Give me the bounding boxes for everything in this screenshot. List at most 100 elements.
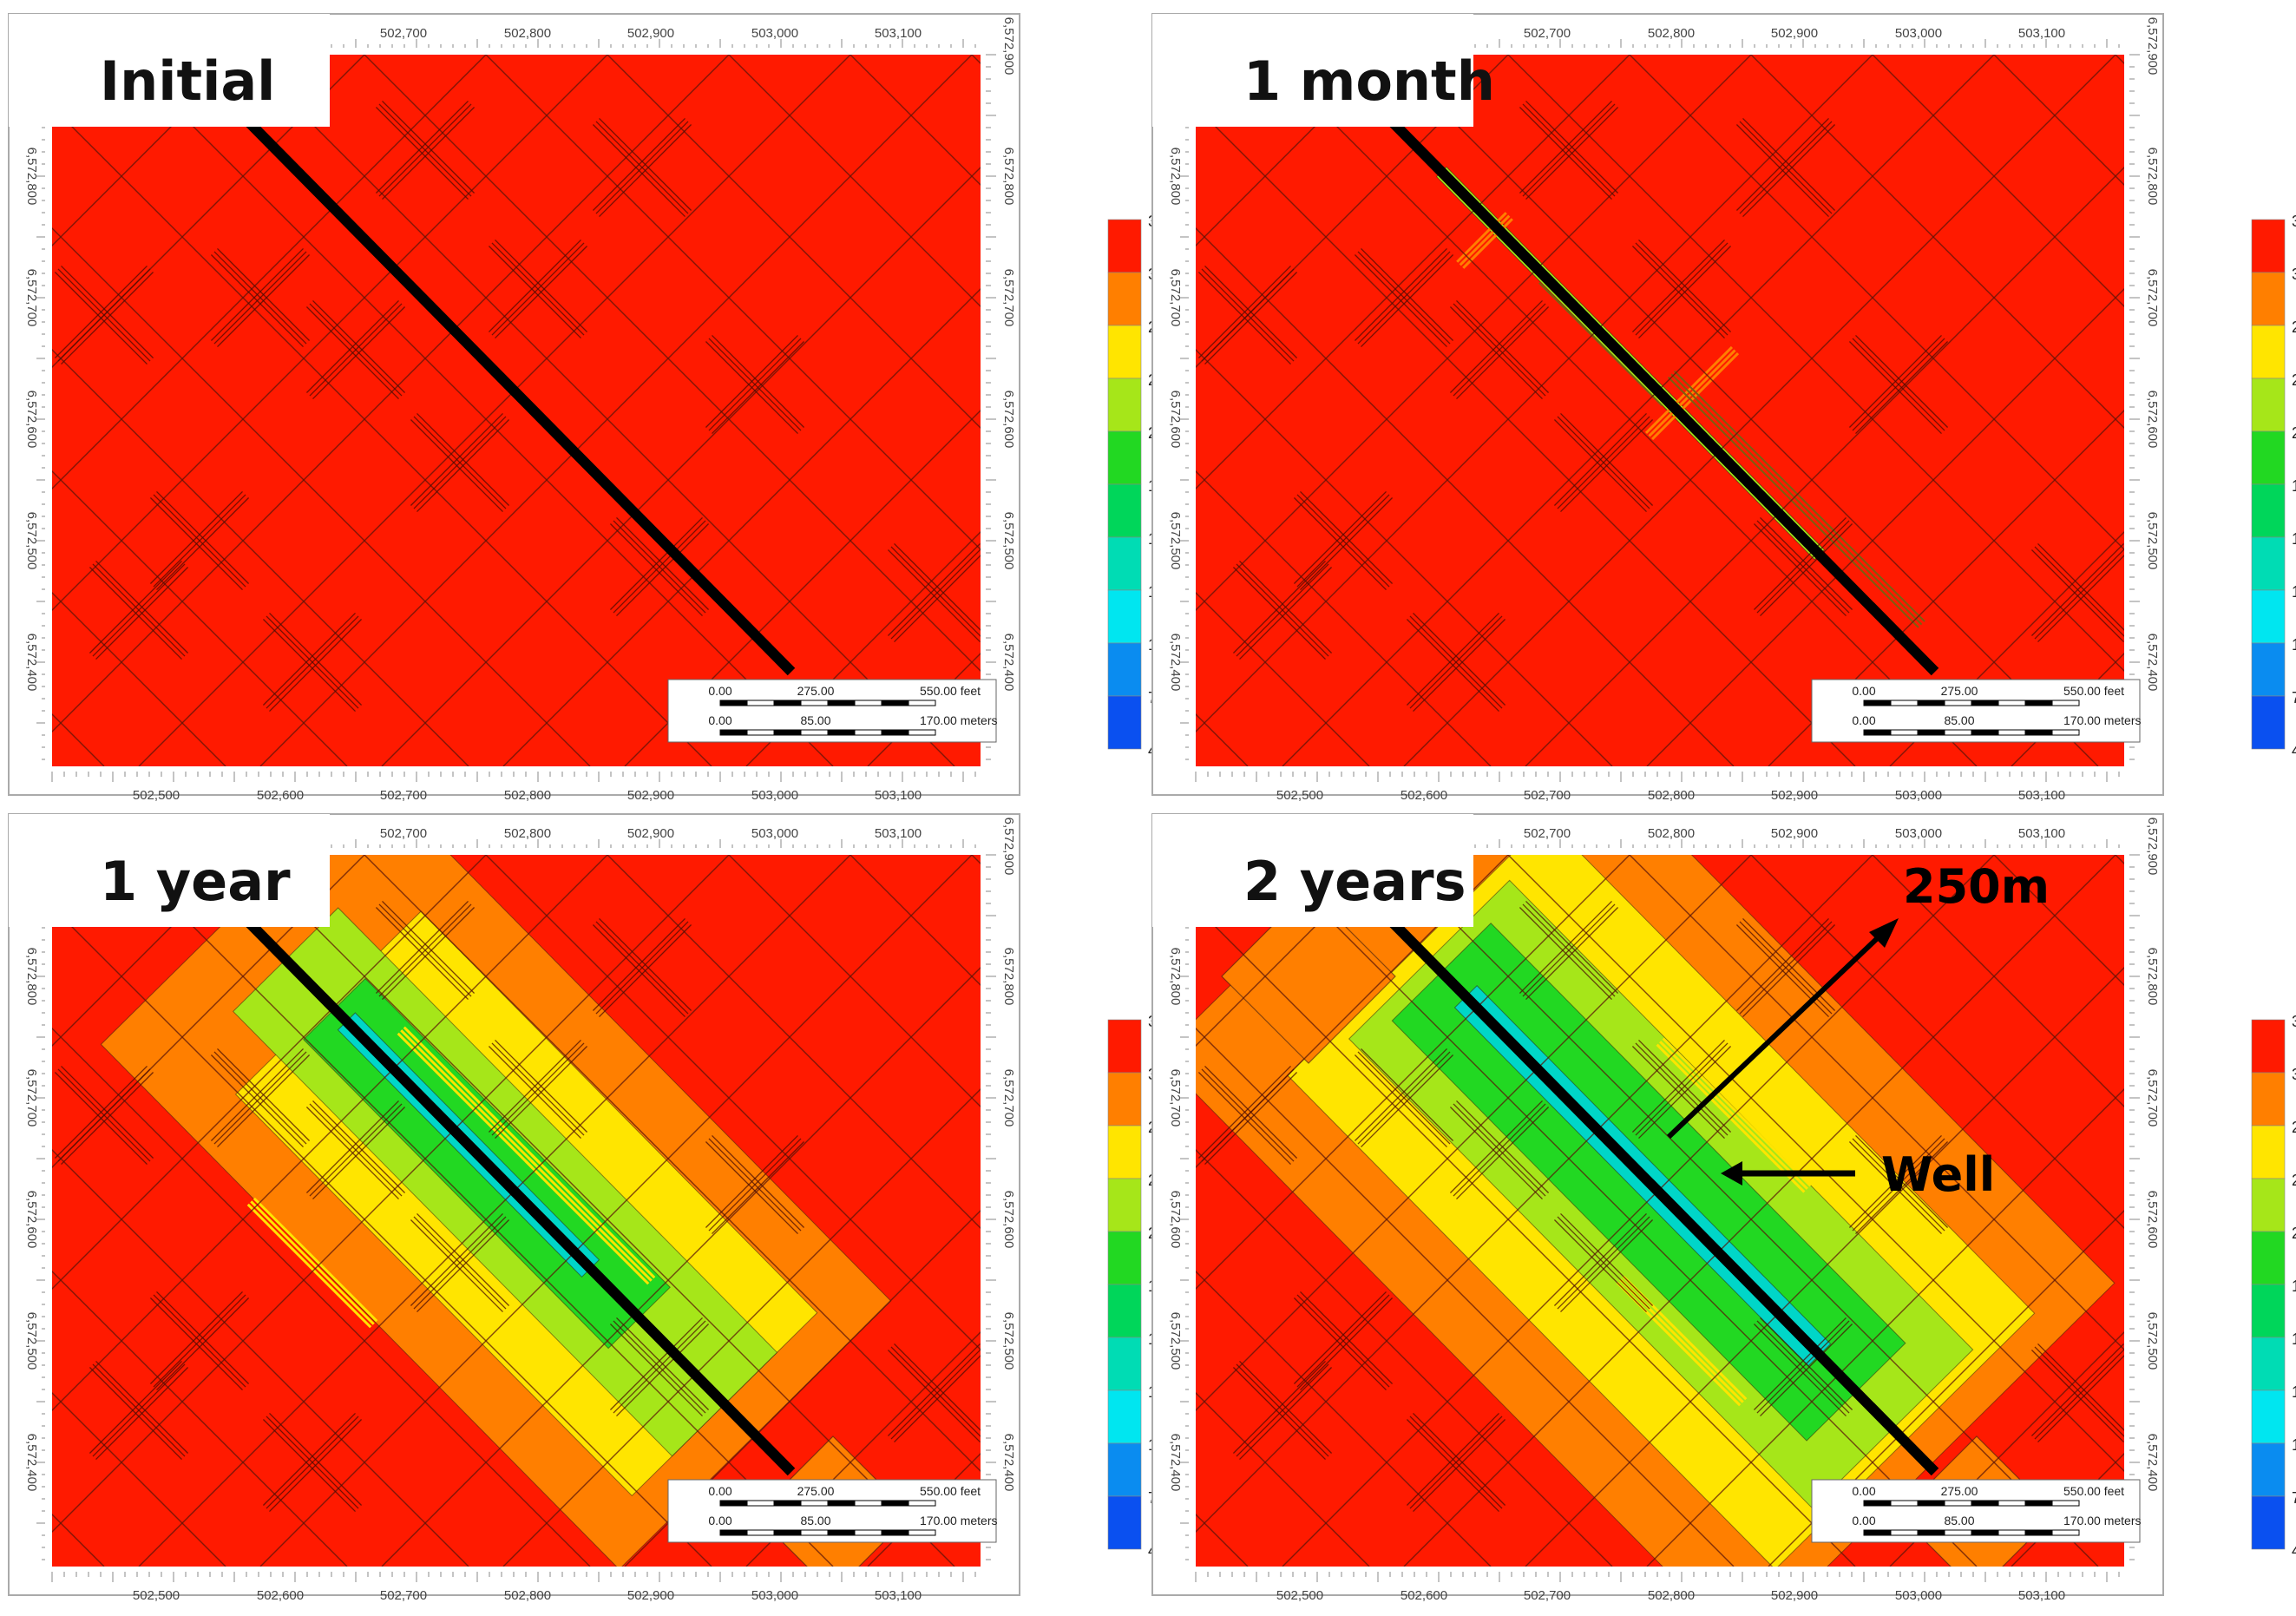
scale-meter-label: 85.00 <box>1944 713 1974 727</box>
scale-segment <box>827 729 856 736</box>
y-tick-label-right: 6,572,800 <box>1001 148 1016 206</box>
colorbar-swatch <box>1107 1178 1142 1232</box>
map-area <box>52 55 981 766</box>
title-box <box>1152 814 1473 927</box>
scale-segment <box>881 700 909 706</box>
scale-segment <box>1890 700 1919 706</box>
colorbar-swatch <box>1107 483 1142 538</box>
colorbar-swatch <box>2251 1231 2286 1285</box>
x-tick-label: 503,100 <box>875 1588 922 1603</box>
title-box <box>9 14 330 127</box>
colorbar-swatch <box>2251 325 2286 379</box>
colorbar-swatch <box>1107 1442 1142 1497</box>
x-tick-label: 502,900 <box>627 1588 674 1603</box>
scale-segment <box>1917 1500 1945 1507</box>
colorbar-swatch <box>1107 536 1142 591</box>
scale-feet-label: 275.00 <box>797 684 835 698</box>
stimulated-fracture <box>397 1026 541 1170</box>
colorbar-swatch <box>1107 695 1142 750</box>
scale-segment <box>827 700 856 706</box>
y-tick-label-right: 6,572,700 <box>1001 269 1016 327</box>
reservoir-background <box>52 55 981 766</box>
stimulated-fracture <box>1430 1193 1586 1350</box>
scale-segment <box>2051 1529 2080 1536</box>
well-arrow-head <box>1721 1161 1742 1186</box>
y-tick-label: 6,572,500 <box>24 1312 39 1370</box>
scale-segment <box>1971 700 1999 706</box>
ruler-ticks <box>36 839 996 1582</box>
scale-meter-label: 170.00 meters <box>2063 1514 2142 1527</box>
x-tick-label: 502,500 <box>1276 788 1323 803</box>
colorbar-label: 27,340 <box>2292 1119 2296 1136</box>
colorbar-swatch <box>2251 642 2286 697</box>
y-tick-label-right: 6,572,600 <box>2145 391 2160 449</box>
x-tick-label-top: 503,100 <box>2018 26 2065 41</box>
x-tick-label: 502,900 <box>1771 788 1818 803</box>
title-box <box>9 814 330 927</box>
colorbar-swatch <box>2251 1495 2286 1550</box>
colorbar-label: 13,341 <box>2292 583 2296 601</box>
scale-segment <box>773 1529 802 1536</box>
depleted-cell <box>1221 889 1396 1064</box>
stimulated-fracture <box>1456 212 1513 269</box>
map-area <box>1196 55 2124 766</box>
x-tick-label: 502,500 <box>133 788 180 803</box>
x-tick-label: 502,500 <box>1276 1588 1323 1603</box>
fracture-network <box>52 55 981 766</box>
scale-meter-label: 0.00 <box>708 1514 731 1527</box>
scale-segment <box>1998 1529 2026 1536</box>
scale-segment <box>2024 729 2053 736</box>
x-tick-label: 502,800 <box>504 1588 551 1603</box>
fracture-network <box>52 855 981 1567</box>
x-tick-label-top: 502,800 <box>1648 26 1695 41</box>
y-tick-label: 6,572,700 <box>1168 1069 1183 1127</box>
y-tick-label-corner: 6,572,900 <box>2145 17 2160 76</box>
scale-segment <box>1998 729 2026 736</box>
x-tick-label: 503,000 <box>751 788 798 803</box>
scale-segment <box>908 1500 936 1507</box>
scale-feet-label: 275.00 <box>1941 1484 1978 1498</box>
x-tick-label: 502,700 <box>380 1588 427 1603</box>
scale-segment <box>746 729 775 736</box>
scale-segment <box>719 1500 748 1507</box>
scale-bar: 0.00 275.00 550.00 feet 0.00 85.00 170.00 met… <box>1811 1479 2142 1543</box>
title-box <box>1152 14 1473 127</box>
scale-bar: 0.00 275.00 550.00 feet 0.00 85.00 170.00 met… <box>667 1479 998 1543</box>
panel-title: 1 month <box>1243 49 1495 113</box>
ruler-ticks <box>1180 39 2140 782</box>
x-tick-label-top: 503,100 <box>2018 826 2065 841</box>
distance-arrow-head <box>1869 918 1899 948</box>
x-tick-label: 503,000 <box>1895 788 1942 803</box>
colorbar-label: 30,140 <box>2292 1066 2296 1083</box>
x-tick-label-top: 502,900 <box>1771 26 1818 41</box>
colorbar-swatch <box>2251 430 2286 485</box>
scale-segment <box>2024 1529 2053 1536</box>
colorbar-swatch <box>2251 219 2286 273</box>
y-tick-label-right: 6,572,500 <box>2145 512 2160 570</box>
scale-meter-label: 0.00 <box>1852 1514 1875 1527</box>
colorbar-swatch <box>1107 1072 1142 1127</box>
scale-segment <box>908 729 936 736</box>
colorbar-swatch <box>2251 1125 2286 1179</box>
x-tick-label: 502,800 <box>1648 788 1695 803</box>
colorbar-swatch <box>1107 589 1142 644</box>
scale-feet-label: 0.00 <box>1852 684 1875 698</box>
scale-segment <box>827 1529 856 1536</box>
y-tick-label-right: 6,572,800 <box>1001 948 1016 1006</box>
colorbar-label: 32,939 <box>2292 213 2296 230</box>
colorbar-swatch <box>2251 1072 2286 1127</box>
x-tick-label-top: 502,700 <box>1524 26 1571 41</box>
scale-segment <box>1863 1500 1892 1507</box>
colorbar-swatch <box>1107 219 1142 273</box>
scale-feet-label: 550.00 feet <box>2063 684 2124 698</box>
well-trajectory <box>1388 118 1939 676</box>
x-tick-label-top: 503,000 <box>751 826 798 841</box>
scale-segment <box>881 729 909 736</box>
scale-segment <box>908 1529 936 1536</box>
y-tick-label-right: 6,572,400 <box>1001 1434 1016 1492</box>
x-tick-label: 502,600 <box>257 1588 304 1603</box>
x-tick-label: 502,700 <box>380 788 427 803</box>
colorbar-label: 16,140 <box>2292 530 2296 548</box>
reservoir-background <box>1196 55 2124 766</box>
